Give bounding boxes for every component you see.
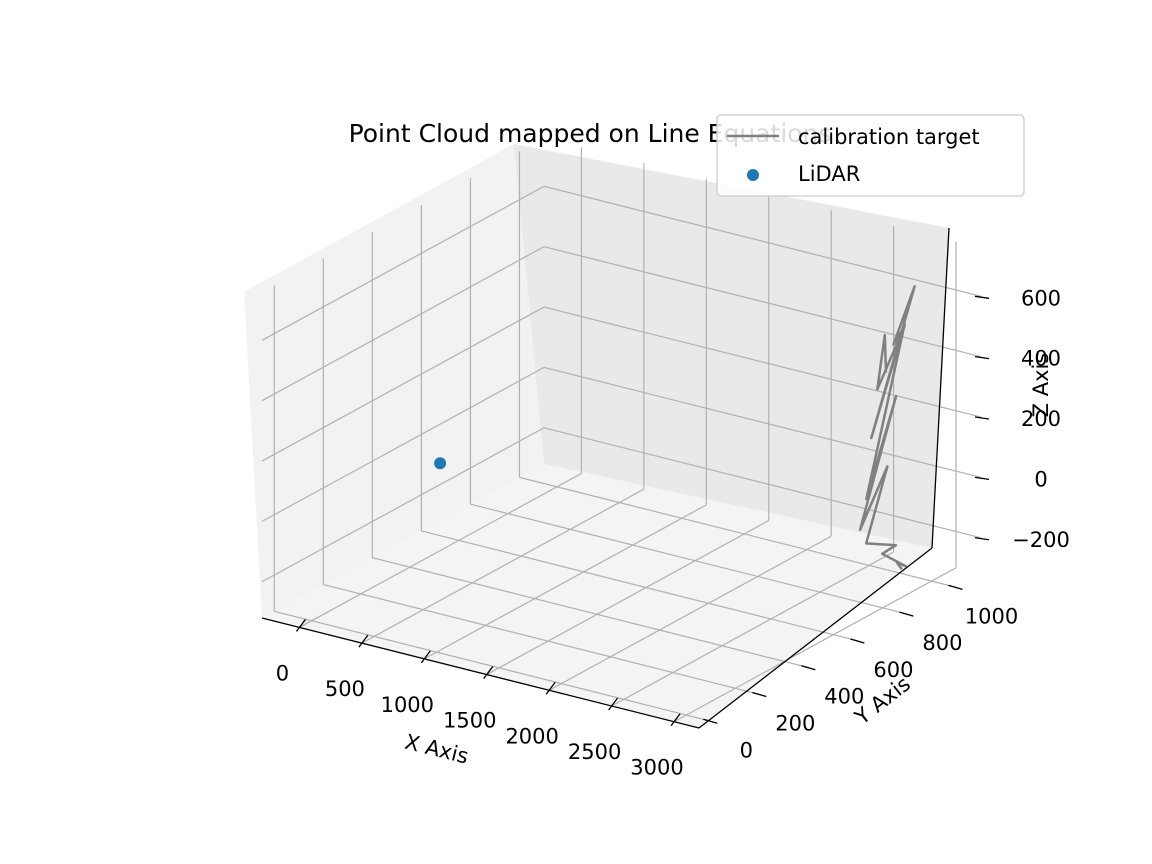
x-axis-label: X Axis: [402, 730, 471, 769]
y-tick-label: 0: [740, 738, 753, 762]
gridline-z-back: [543, 427, 982, 539]
x-tick-mark: [483, 666, 494, 679]
gridline-y-floor: [470, 503, 908, 615]
gridlines: [261, 147, 982, 723]
x-tick-label: 3000: [630, 756, 683, 780]
gridline-z-side: [261, 185, 545, 341]
gridline-y-floor: [372, 557, 810, 669]
gridline-x-floor: [611, 551, 894, 707]
pane-left: [244, 144, 544, 618]
gridline-x-floor: [361, 488, 645, 644]
z-tick-mark: [974, 537, 990, 541]
x-tick-label: 0: [276, 661, 289, 685]
gridline-x-floor: [486, 520, 770, 676]
scatter-point-lidar: [434, 457, 447, 470]
z-tick-mark: [974, 356, 990, 360]
z-axis-ticks: −200 0 200 400 600: [974, 286, 1070, 552]
pane-floor: [262, 464, 932, 728]
y-tick-mark: [948, 584, 963, 591]
legend-label-lidar: LiDAR: [798, 162, 860, 186]
x-tick-mark: [545, 681, 556, 695]
gridline-x-floor: [424, 504, 707, 660]
y-tick-label: 800: [922, 631, 962, 655]
z-tick-mark: [974, 295, 990, 299]
z-tick-label: 400: [1021, 347, 1061, 371]
y-tick-mark: [752, 691, 767, 698]
gridline-y-floor: [421, 530, 859, 642]
z-axis-label: Z Axis: [1029, 353, 1053, 418]
x-tick-mark: [420, 650, 431, 664]
gridline-y-floor: [519, 476, 957, 588]
x-axis-ticks: 0 500 1000 1500 2000 2500 3000: [276, 619, 684, 780]
gridline-z-back: [543, 246, 982, 358]
gridline-z-side: [261, 306, 545, 462]
gridline-z-back: [543, 306, 982, 418]
x-tick-label: 1500: [443, 709, 496, 733]
legend-swatch-lidar: [747, 169, 759, 181]
z-tick-mark: [974, 476, 990, 481]
gridline-x-floor: [548, 535, 832, 691]
x-tick-mark: [608, 697, 619, 711]
legend-box: [716, 114, 1025, 197]
x-tick-label: 1000: [381, 693, 434, 717]
y-tick-label: 1000: [965, 604, 1018, 628]
gridline-x-floor: [673, 567, 957, 723]
y-tick-label: 200: [775, 712, 815, 736]
gridline-x-floor: [299, 472, 582, 628]
y-tick-mark: [899, 611, 914, 617]
gridline-y-floor: [274, 610, 712, 722]
x-tick-label: 2500: [568, 740, 621, 764]
pane-edges: [261, 227, 950, 729]
y-tick-label: 400: [824, 685, 864, 709]
y-tick-mark: [850, 638, 865, 644]
x-tick-label: 2000: [505, 724, 558, 748]
series-layer: [434, 285, 916, 570]
z-tick-label: −200: [1012, 528, 1070, 552]
x-tick-mark: [670, 713, 681, 727]
legend-label-calibration-target: calibration target: [798, 125, 980, 149]
x-tick-mark: [295, 619, 306, 632]
legend: calibration target LiDAR: [716, 114, 1025, 197]
x-tick-mark: [358, 634, 369, 648]
y-tick-mark: [801, 665, 816, 671]
series-line-calibration-target: [858, 285, 916, 570]
gridline-z-back: [543, 185, 982, 297]
z-tick-label: 200: [1021, 407, 1061, 431]
z-tick-label: 0: [1034, 467, 1047, 491]
gridline-z-side: [261, 246, 545, 402]
gridline-z-side: [261, 427, 545, 583]
z-tick-label: 600: [1021, 286, 1061, 310]
y-tick-mark: [703, 718, 718, 724]
gridline-z-back: [543, 366, 982, 478]
y-tick-label: 600: [873, 658, 913, 682]
gridline-y-floor: [323, 583, 761, 696]
z-tick-mark: [974, 416, 990, 420]
gridline-z-side: [261, 366, 545, 522]
x-tick-label: 500: [325, 677, 365, 701]
